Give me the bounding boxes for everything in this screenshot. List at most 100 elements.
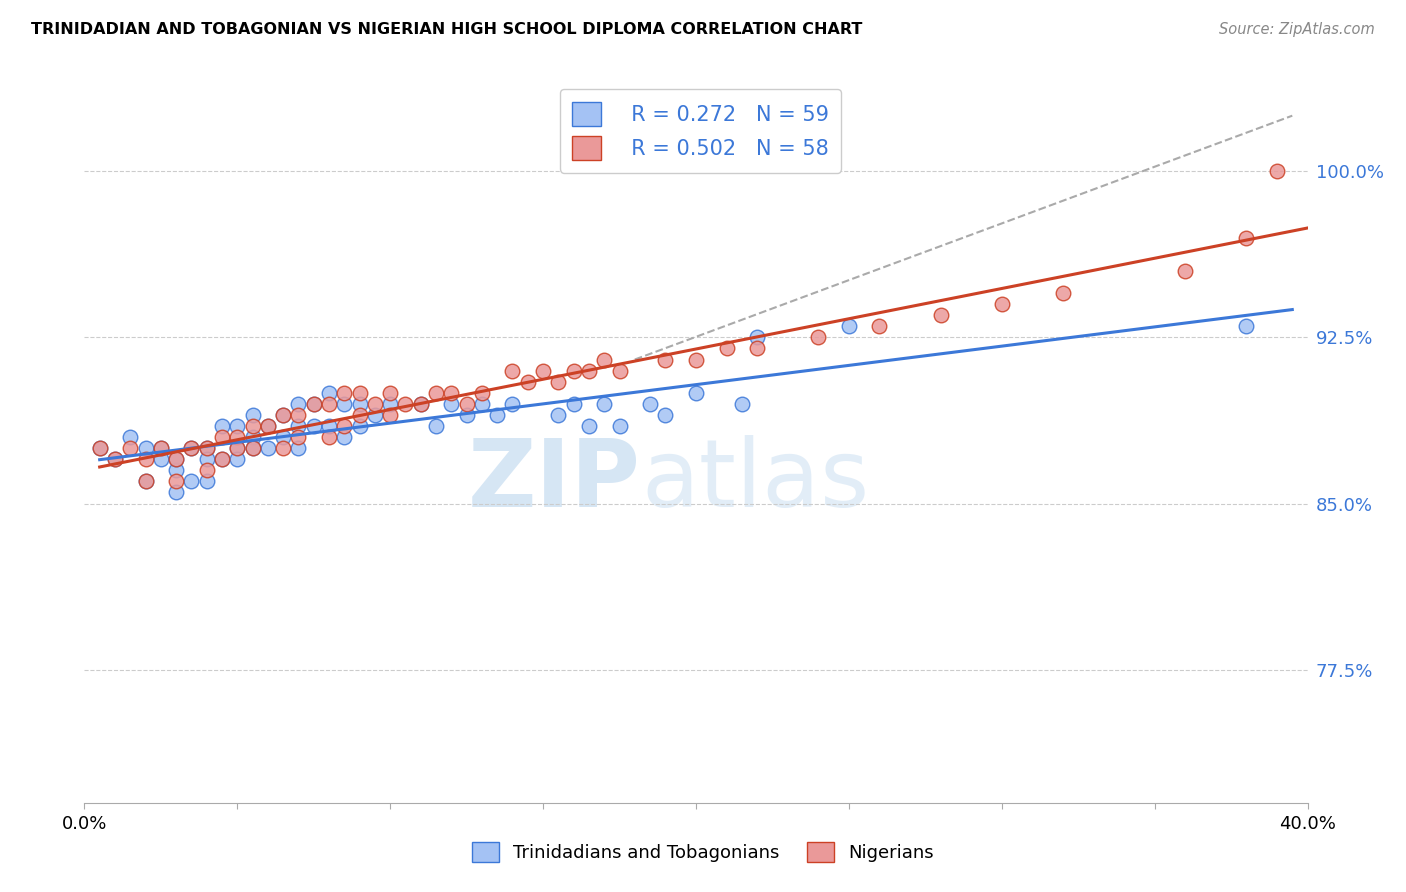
Point: [135, 441, 157, 455]
Point: [516, 375, 538, 389]
Point: [1236, 230, 1258, 244]
Point: [364, 397, 387, 411]
Point: [425, 419, 447, 434]
Point: [120, 441, 142, 455]
Point: [226, 441, 249, 455]
Point: [456, 408, 478, 422]
Point: [349, 419, 371, 434]
Text: TRINIDADIAN AND TOBAGONIAN VS NIGERIAN HIGH SCHOOL DIPLOMA CORRELATION CHART: TRINIDADIAN AND TOBAGONIAN VS NIGERIAN H…: [31, 22, 862, 37]
Point: [502, 363, 524, 377]
Point: [333, 430, 356, 444]
Point: [578, 419, 600, 434]
Point: [1052, 285, 1074, 300]
Point: [364, 408, 387, 422]
Point: [1174, 264, 1197, 278]
Point: [257, 441, 280, 455]
Point: [257, 419, 280, 434]
Point: [547, 375, 569, 389]
Point: [135, 475, 157, 489]
Point: [638, 397, 661, 411]
Point: [593, 352, 616, 367]
Point: [242, 441, 264, 455]
Point: [165, 463, 187, 477]
Point: [609, 419, 631, 434]
Point: [440, 385, 463, 400]
Point: [149, 452, 172, 467]
Point: [578, 363, 600, 377]
Point: [685, 352, 707, 367]
Point: [838, 319, 860, 334]
Point: [333, 385, 356, 400]
Point: [180, 441, 202, 455]
Point: [135, 452, 157, 467]
Point: [226, 452, 249, 467]
Point: [302, 419, 325, 434]
Point: [165, 452, 187, 467]
Point: [195, 452, 218, 467]
Point: [333, 419, 356, 434]
Text: Source: ZipAtlas.com: Source: ZipAtlas.com: [1219, 22, 1375, 37]
Point: [242, 441, 264, 455]
Point: [380, 397, 402, 411]
Point: [716, 342, 738, 356]
Point: [425, 385, 447, 400]
Point: [149, 441, 172, 455]
Point: [349, 408, 371, 422]
Point: [349, 397, 371, 411]
Point: [318, 419, 340, 434]
Point: [104, 452, 127, 467]
Point: [456, 397, 478, 411]
Point: [226, 419, 249, 434]
Point: [380, 385, 402, 400]
Point: [195, 441, 218, 455]
Point: [211, 452, 233, 467]
Point: [89, 441, 111, 455]
Point: [180, 475, 202, 489]
Point: [747, 342, 769, 356]
Legend: Trinidadians and Tobagonians, Nigerians: Trinidadians and Tobagonians, Nigerians: [465, 834, 941, 870]
Point: [654, 352, 676, 367]
Point: [991, 297, 1014, 311]
Point: [226, 441, 249, 455]
Point: [349, 385, 371, 400]
Point: [318, 385, 340, 400]
Point: [1236, 319, 1258, 334]
Point: [271, 408, 294, 422]
Point: [287, 441, 309, 455]
Point: [609, 363, 631, 377]
Point: [287, 397, 309, 411]
Point: [929, 308, 952, 322]
Point: [502, 397, 524, 411]
Point: [486, 408, 509, 422]
Legend:   R = 0.272   N = 59,   R = 0.502   N = 58: R = 0.272 N = 59, R = 0.502 N = 58: [560, 89, 841, 173]
Point: [195, 441, 218, 455]
Point: [211, 419, 233, 434]
Point: [287, 419, 309, 434]
Point: [226, 430, 249, 444]
Point: [120, 430, 142, 444]
Point: [1265, 164, 1288, 178]
Point: [271, 430, 294, 444]
Point: [807, 330, 830, 344]
Point: [562, 363, 585, 377]
Point: [211, 452, 233, 467]
Point: [287, 408, 309, 422]
Point: [685, 385, 707, 400]
Point: [135, 475, 157, 489]
Point: [242, 408, 264, 422]
Text: atlas: atlas: [641, 435, 869, 527]
Point: [195, 475, 218, 489]
Point: [409, 397, 432, 411]
Point: [287, 430, 309, 444]
Point: [409, 397, 432, 411]
Point: [747, 330, 769, 344]
Point: [593, 397, 616, 411]
Point: [731, 397, 754, 411]
Point: [302, 397, 325, 411]
Point: [257, 419, 280, 434]
Point: [531, 363, 554, 377]
Point: [104, 452, 127, 467]
Point: [180, 441, 202, 455]
Point: [440, 397, 463, 411]
Point: [195, 463, 218, 477]
